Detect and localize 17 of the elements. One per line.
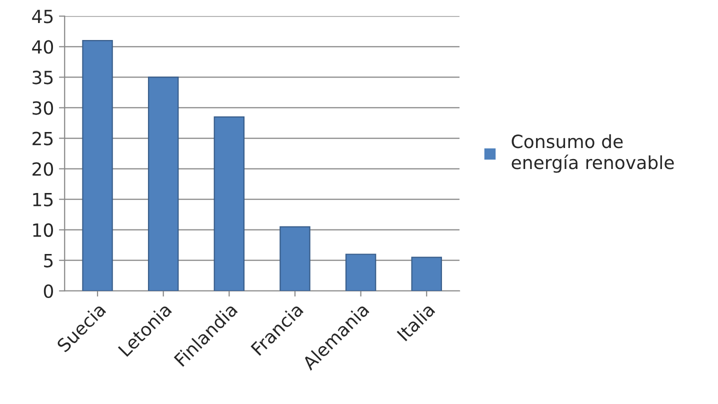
y-tick-label: 0 xyxy=(44,284,54,298)
y-tick-label: 15 xyxy=(33,193,53,206)
y-tick-label: 35 xyxy=(32,70,53,84)
bar xyxy=(411,256,442,291)
y-tick-label: 5 xyxy=(44,254,53,268)
bar xyxy=(280,226,310,291)
y-tick-label: 20 xyxy=(32,162,54,176)
bar xyxy=(148,76,179,291)
y-tick-label: 45 xyxy=(32,10,53,24)
bar xyxy=(214,116,245,291)
y-tick-label: 25 xyxy=(32,132,53,146)
y-tick-label: 40 xyxy=(32,40,54,54)
bar xyxy=(345,254,376,291)
legend-label: Consumo de energía renovable xyxy=(512,134,674,173)
y-tick-label: 30 xyxy=(32,101,54,115)
y-tick-label: 10 xyxy=(33,223,54,237)
bar xyxy=(82,40,113,291)
